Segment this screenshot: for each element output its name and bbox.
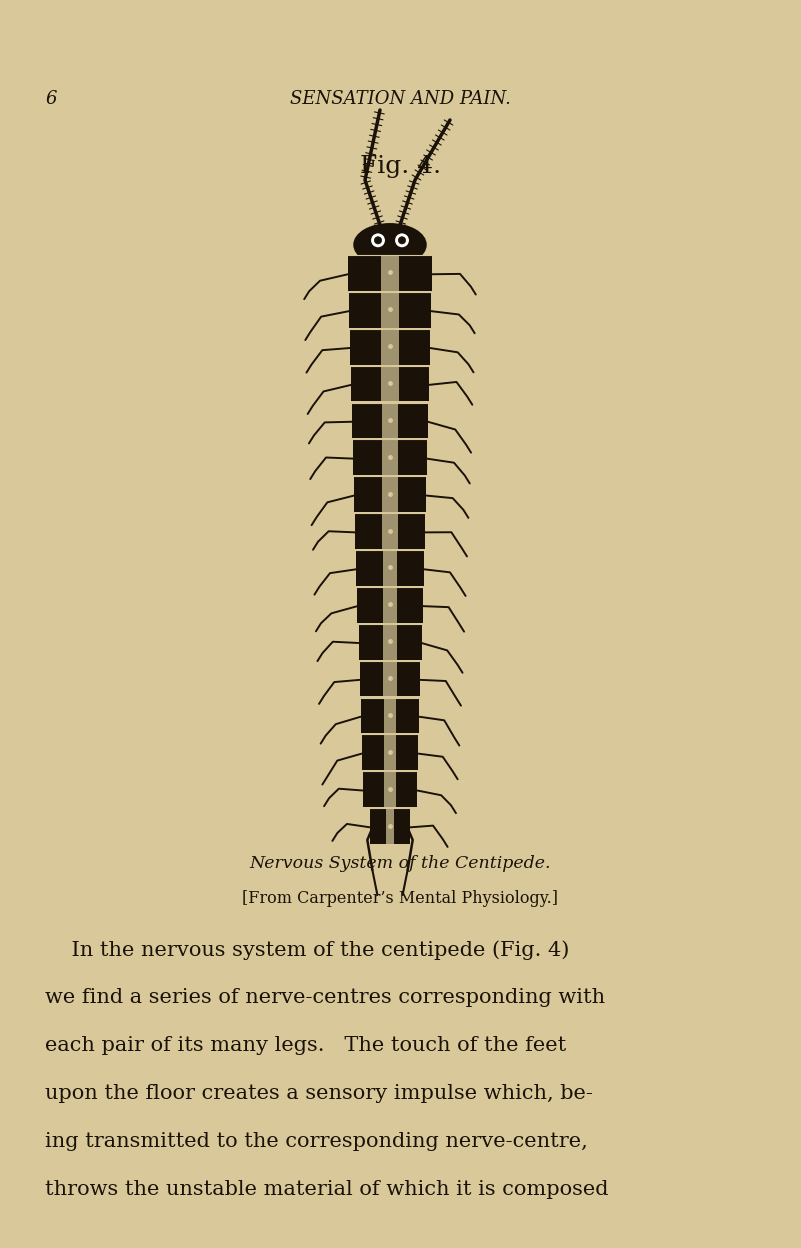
Text: SENSATION AND PAIN.: SENSATION AND PAIN.	[290, 90, 511, 109]
Text: each pair of its many legs.   The touch of the feet: each pair of its many legs. The touch of…	[45, 1036, 566, 1055]
Bar	[361, 735, 418, 770]
Bar	[363, 771, 417, 807]
Ellipse shape	[354, 225, 425, 266]
Bar	[383, 550, 397, 585]
Circle shape	[398, 237, 405, 243]
Bar	[359, 624, 421, 660]
Circle shape	[374, 237, 381, 243]
Bar	[381, 366, 399, 402]
Bar	[384, 735, 396, 770]
Bar	[348, 255, 432, 291]
Text: throws the unstable material of which it is composed: throws the unstable material of which it…	[45, 1181, 609, 1199]
Bar	[384, 698, 396, 734]
Bar	[350, 328, 430, 364]
Bar	[357, 587, 423, 623]
Bar	[384, 660, 396, 696]
Text: ing transmitted to the corresponding nerve-centre,: ing transmitted to the corresponding ner…	[45, 1132, 588, 1151]
Bar	[360, 698, 420, 734]
Bar	[351, 366, 429, 402]
Bar	[354, 477, 425, 512]
Circle shape	[370, 232, 386, 248]
Bar	[349, 292, 431, 328]
Bar	[383, 587, 397, 623]
Bar	[382, 513, 397, 549]
Bar	[382, 403, 398, 438]
Bar	[356, 513, 425, 549]
Bar	[352, 403, 428, 438]
Bar	[356, 550, 424, 585]
Circle shape	[394, 232, 410, 248]
Text: 6: 6	[45, 90, 57, 109]
Bar	[353, 439, 427, 475]
Bar	[370, 809, 409, 844]
Bar	[360, 660, 421, 696]
Bar	[384, 771, 396, 807]
Bar	[382, 439, 398, 475]
Text: Nervous System of the Centipede.: Nervous System of the Centipede.	[250, 855, 551, 872]
Text: [From Carpenter’s Mental Physiology.]: [From Carpenter’s Mental Physiology.]	[243, 890, 558, 907]
Bar	[383, 624, 397, 660]
Bar	[382, 477, 398, 512]
Text: Fig. 4.: Fig. 4.	[360, 155, 441, 178]
Text: In the nervous system of the centipede (Fig. 4): In the nervous system of the centipede (…	[45, 940, 570, 960]
Bar	[385, 809, 394, 844]
Bar	[380, 255, 399, 291]
Bar	[381, 328, 399, 364]
Text: we find a series of nerve-centres corresponding with: we find a series of nerve-centres corres…	[45, 988, 605, 1007]
Text: upon the floor creates a sensory impulse which, be-: upon the floor creates a sensory impulse…	[45, 1085, 593, 1103]
Bar	[381, 292, 399, 328]
